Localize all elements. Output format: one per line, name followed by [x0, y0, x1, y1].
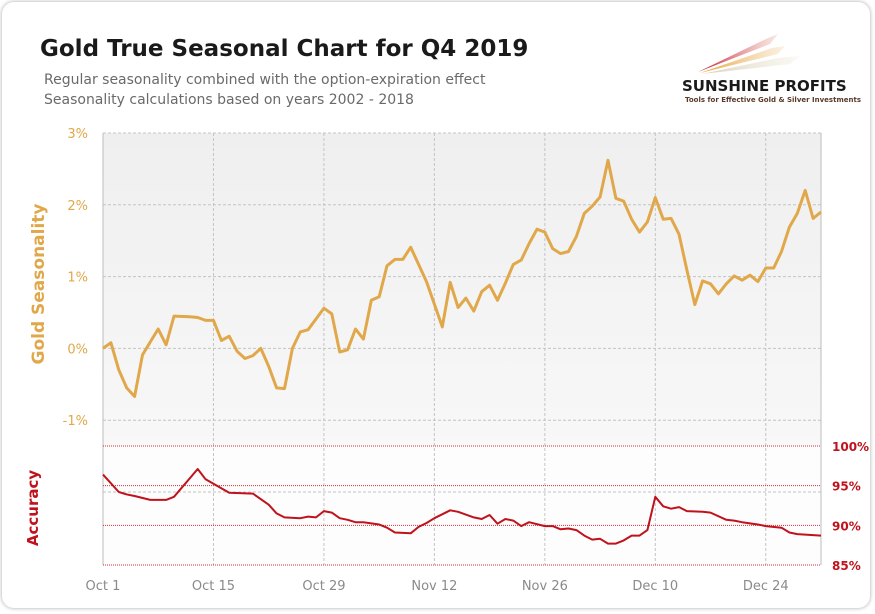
x-tick-label: Oct 29	[302, 579, 345, 594]
logo-tagline: Tools for Effective Gold & Silver Invest…	[685, 96, 861, 104]
axis-ticks: Oct 1 Oct 15 Oct 29 Nov 12 Nov 26 Dec 10 Dec 2…	[63, 127, 869, 594]
logo-name: SUNSHINE PROFITS	[682, 77, 847, 95]
chart-subtitle-2: Seasonality calculations based on years …	[44, 92, 414, 108]
x-tick-label: Oct 15	[192, 579, 235, 594]
logo-streak-beige	[702, 56, 800, 74]
x-tick-label: Oct 1	[86, 579, 121, 594]
chart-title: Gold True Seasonal Chart for Q4 2019	[40, 36, 528, 62]
gold-tick-label: 0%	[67, 342, 88, 357]
gold-tick-label: 3%	[67, 127, 88, 142]
gold-tick-label: -1%	[63, 414, 88, 429]
accuracy-tick-label: 95%	[832, 480, 861, 494]
x-tick-label: Nov 26	[522, 579, 568, 594]
accuracy-plot-area	[103, 446, 821, 565]
accuracy-tick-label: 85%	[832, 559, 861, 573]
logo-streak-orange	[700, 46, 785, 73]
accuracy-tick-label: 90%	[832, 519, 861, 533]
x-tick-label: Dec 24	[743, 579, 789, 594]
y-axis-label-gold: Gold Seasonality	[29, 203, 49, 364]
chart-subtitle-1: Regular seasonality combined with the op…	[44, 72, 486, 88]
gold-tick-label: 2%	[67, 199, 88, 214]
series	[102, 158, 822, 545]
x-tick-label: Dec 10	[632, 579, 678, 594]
grid	[102, 132, 822, 566]
y-axis-label-accuracy: Accuracy	[24, 470, 42, 546]
x-tick-label: Nov 12	[411, 579, 457, 594]
logo-streak-red	[698, 34, 778, 72]
accuracy-tick-label: 100%	[832, 440, 869, 454]
gold-tick-label: 1%	[67, 271, 88, 286]
sunshine-profits-logo: SUNSHINE PROFITS Tools for Effective Gol…	[682, 34, 861, 104]
